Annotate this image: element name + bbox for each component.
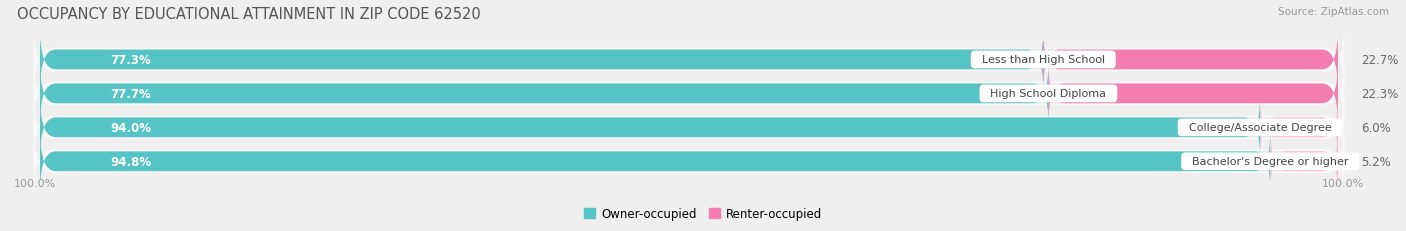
FancyBboxPatch shape bbox=[34, 55, 1344, 133]
Legend: Owner-occupied, Renter-occupied: Owner-occupied, Renter-occupied bbox=[579, 203, 827, 225]
Text: College/Associate Degree: College/Associate Degree bbox=[1181, 123, 1339, 133]
Text: 22.7%: 22.7% bbox=[1361, 54, 1399, 67]
Text: Bachelor's Degree or higher: Bachelor's Degree or higher bbox=[1185, 157, 1355, 167]
FancyBboxPatch shape bbox=[39, 63, 1049, 125]
Text: 77.3%: 77.3% bbox=[111, 54, 152, 67]
FancyBboxPatch shape bbox=[39, 131, 1339, 192]
FancyBboxPatch shape bbox=[34, 89, 1344, 167]
FancyBboxPatch shape bbox=[34, 21, 1344, 99]
Text: 22.3%: 22.3% bbox=[1361, 88, 1399, 100]
Text: High School Diploma: High School Diploma bbox=[983, 89, 1114, 99]
FancyBboxPatch shape bbox=[39, 97, 1260, 158]
FancyBboxPatch shape bbox=[1043, 29, 1339, 91]
FancyBboxPatch shape bbox=[1271, 131, 1339, 192]
Text: 94.8%: 94.8% bbox=[110, 155, 152, 168]
Text: 77.7%: 77.7% bbox=[111, 88, 152, 100]
Text: Source: ZipAtlas.com: Source: ZipAtlas.com bbox=[1278, 7, 1389, 17]
Text: Less than High School: Less than High School bbox=[974, 55, 1112, 65]
FancyBboxPatch shape bbox=[39, 97, 1339, 158]
FancyBboxPatch shape bbox=[34, 123, 1344, 201]
FancyBboxPatch shape bbox=[39, 29, 1339, 91]
FancyBboxPatch shape bbox=[39, 63, 1339, 125]
Text: 100.0%: 100.0% bbox=[1322, 179, 1364, 188]
FancyBboxPatch shape bbox=[1260, 97, 1339, 158]
FancyBboxPatch shape bbox=[39, 29, 1043, 91]
FancyBboxPatch shape bbox=[39, 131, 1271, 192]
Text: 94.0%: 94.0% bbox=[110, 121, 152, 134]
Text: 100.0%: 100.0% bbox=[14, 179, 56, 188]
Text: 5.2%: 5.2% bbox=[1361, 155, 1391, 168]
Text: 6.0%: 6.0% bbox=[1361, 121, 1391, 134]
FancyBboxPatch shape bbox=[1049, 63, 1339, 125]
Text: OCCUPANCY BY EDUCATIONAL ATTAINMENT IN ZIP CODE 62520: OCCUPANCY BY EDUCATIONAL ATTAINMENT IN Z… bbox=[17, 7, 481, 22]
